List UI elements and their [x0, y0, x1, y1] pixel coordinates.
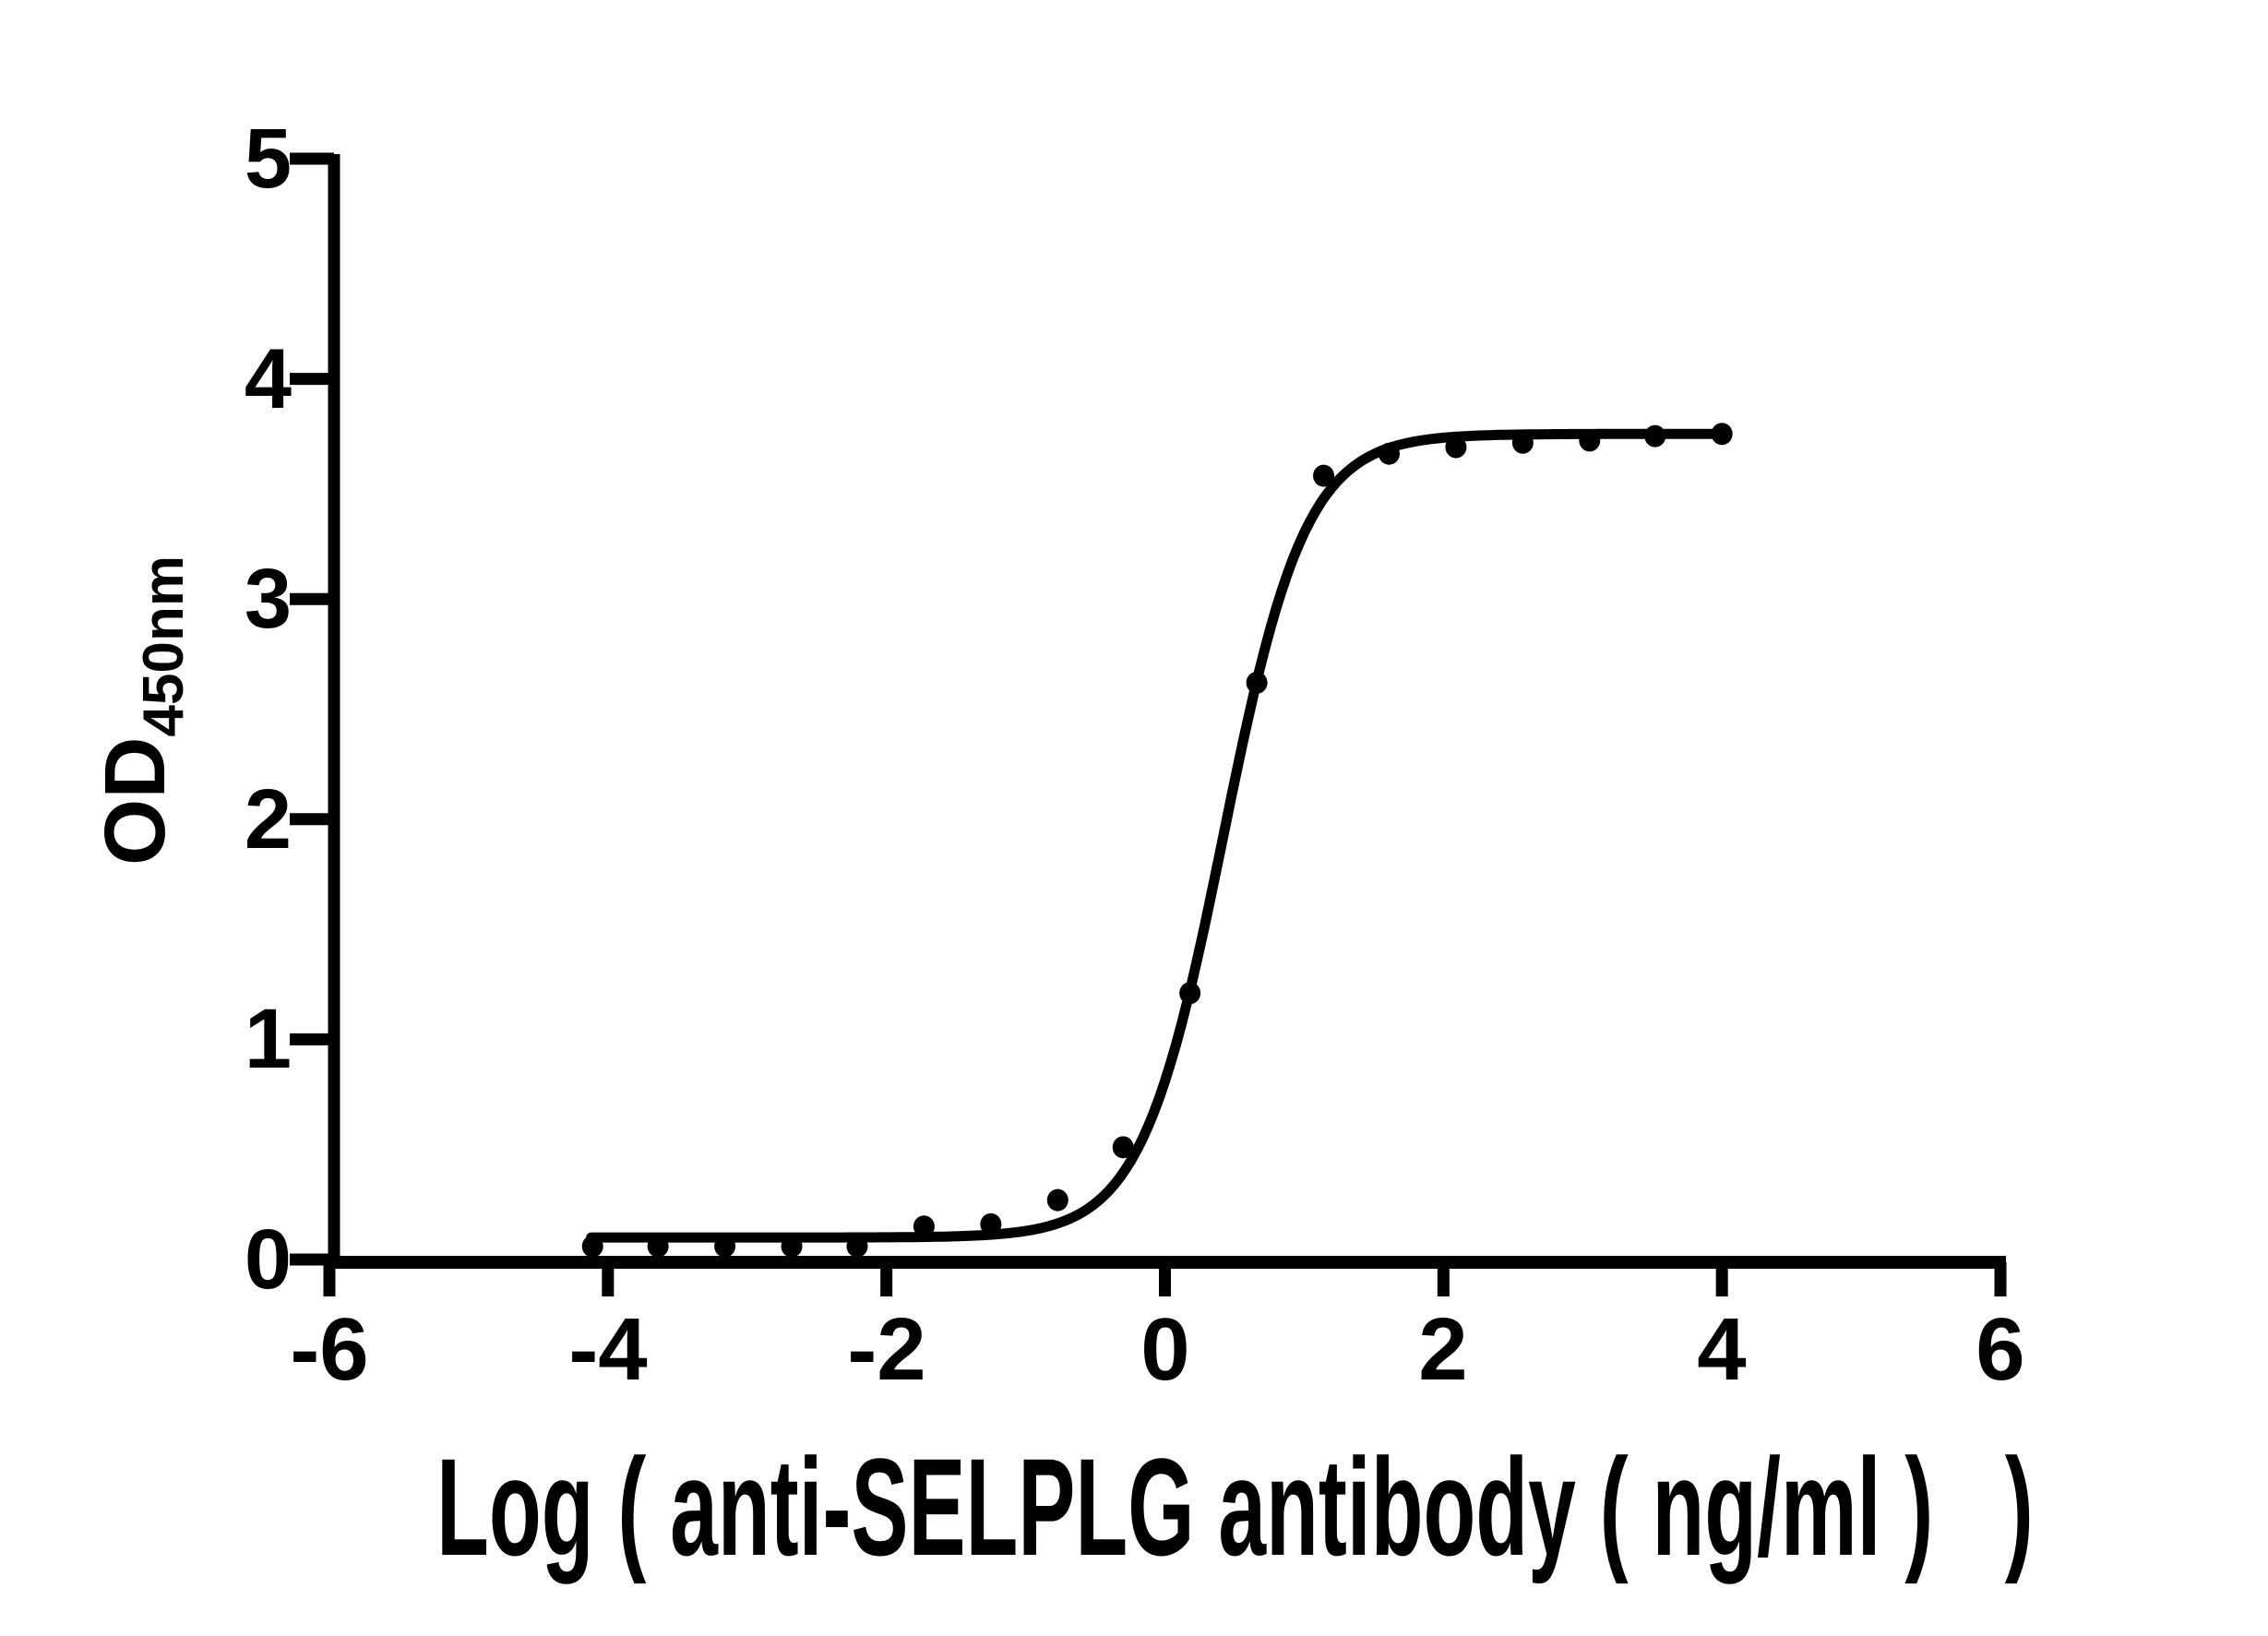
data-point — [1313, 464, 1335, 487]
y-axis-title: OD450nm — [75, 517, 196, 904]
y-axis-title-main: OD — [87, 736, 183, 866]
y-tick-label-4: 4 — [244, 332, 292, 426]
x-tick-label-neg2: -2 — [847, 1300, 926, 1399]
data-points-group — [581, 423, 1733, 1258]
y-axis-title-subscript: 450nm — [132, 555, 196, 737]
data-point — [1579, 429, 1601, 452]
x-tick-label-6: 6 — [1976, 1300, 2025, 1399]
x-tick-label-neg6: -6 — [290, 1300, 369, 1399]
data-point — [1246, 671, 1268, 694]
y-tick-label-2: 2 — [244, 772, 292, 866]
y-tick-label-1: 1 — [244, 992, 292, 1086]
x-tick-label-2: 2 — [1418, 1300, 1468, 1399]
data-point — [714, 1235, 736, 1258]
data-point — [1046, 1188, 1068, 1212]
data-point — [647, 1235, 669, 1258]
data-point — [1445, 436, 1467, 459]
y-tick-label-0: 0 — [244, 1212, 292, 1307]
data-point — [1179, 982, 1201, 1005]
fit-curve-group — [586, 428, 1727, 1243]
x-tick-label-0: 0 — [1140, 1300, 1190, 1399]
fit-curve — [586, 428, 1727, 1243]
data-point — [913, 1215, 935, 1238]
data-point — [581, 1235, 603, 1258]
data-point — [1378, 442, 1400, 465]
data-point — [1112, 1136, 1134, 1159]
data-point — [1711, 423, 1733, 446]
data-point — [846, 1235, 868, 1258]
x-tick-label-4: 4 — [1697, 1300, 1747, 1399]
data-point — [1644, 424, 1666, 448]
data-point — [781, 1235, 803, 1258]
axes-group — [290, 152, 2007, 1296]
x-axis-title: Log ( anti-SELPLG antibody ( ng/ml ) ) — [436, 1429, 2034, 1584]
y-tick-label-5: 5 — [244, 112, 292, 206]
x-tick-label-neg4: -4 — [568, 1300, 648, 1399]
y-tick-label-3: 3 — [244, 552, 292, 646]
data-point — [1511, 431, 1534, 454]
data-point — [980, 1212, 1002, 1236]
